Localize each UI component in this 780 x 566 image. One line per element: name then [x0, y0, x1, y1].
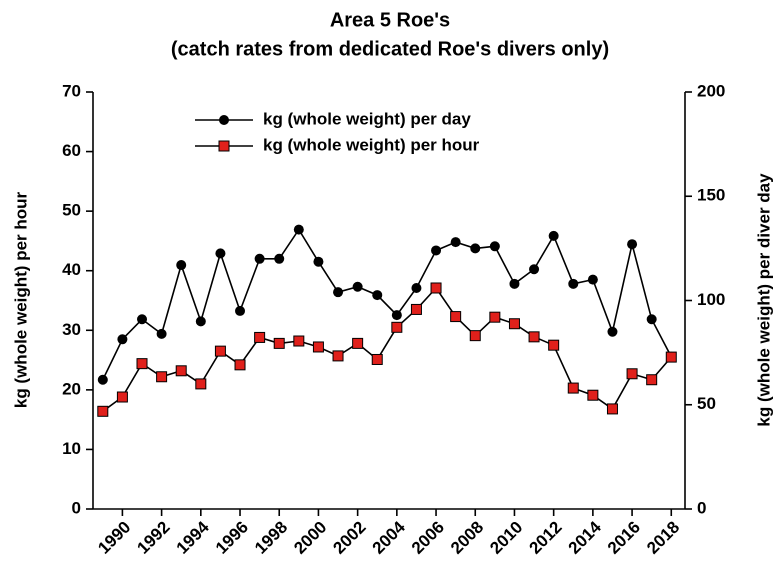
- data-point: [529, 264, 540, 275]
- y-tick-label: 40: [62, 260, 81, 279]
- x-tick-label: 2010: [486, 518, 526, 558]
- data-point: [410, 303, 422, 315]
- y2-tick-label: 150: [697, 186, 725, 205]
- data-point: [175, 365, 187, 377]
- data-point: [97, 405, 109, 417]
- x-tick-label: 2006: [408, 518, 448, 558]
- data-point: [352, 281, 363, 292]
- data-point: [391, 310, 402, 321]
- data-point: [274, 253, 285, 264]
- data-point: [411, 282, 422, 293]
- data-point: [372, 290, 383, 301]
- y-axis-label: kg (whole weight) per hour: [11, 191, 30, 408]
- legend-label: kg (whole weight) per day: [263, 109, 471, 128]
- x-tick-label: 2002: [329, 518, 369, 558]
- data-point: [352, 337, 364, 349]
- x-tick-label: 2012: [525, 518, 565, 558]
- data-point: [176, 260, 187, 271]
- y2-tick-label: 100: [697, 290, 725, 309]
- legend-marker: [218, 140, 230, 152]
- x-tick-label: 2004: [369, 517, 410, 558]
- data-point: [450, 311, 462, 323]
- y2-tick-label: 200: [697, 81, 725, 100]
- y-tick-label: 70: [62, 81, 81, 100]
- data-point: [254, 253, 265, 264]
- chart-title: Area 5 Roe's: [330, 9, 450, 31]
- data-point: [333, 287, 344, 298]
- x-tick-label: 2000: [290, 518, 330, 558]
- data-point: [489, 311, 501, 323]
- y2-axis-label: kg (whole weight) per diver day: [754, 173, 773, 427]
- data-point: [431, 245, 442, 256]
- chart-subtitle: (catch rates from dedicated Roe's divers…: [171, 38, 609, 60]
- data-point: [156, 328, 167, 339]
- x-tick-label: 2016: [604, 518, 644, 558]
- x-tick-label: 2018: [643, 518, 683, 558]
- data-point: [509, 278, 520, 289]
- data-point: [450, 237, 461, 248]
- legend-label: kg (whole weight) per hour: [263, 135, 480, 154]
- data-point: [548, 339, 560, 351]
- data-point: [548, 230, 559, 241]
- data-point: [568, 278, 579, 289]
- data-point: [136, 358, 148, 370]
- x-tick-label: 1994: [173, 517, 214, 558]
- y-tick-label: 0: [72, 498, 81, 517]
- data-point: [97, 374, 108, 385]
- data-point: [508, 318, 520, 330]
- data-point: [646, 314, 657, 325]
- data-point: [215, 248, 226, 259]
- data-point: [627, 239, 638, 250]
- data-point: [391, 321, 403, 333]
- data-point: [665, 351, 677, 363]
- data-point: [567, 382, 579, 394]
- data-point: [137, 314, 148, 325]
- data-point: [116, 391, 128, 403]
- data-point: [156, 371, 168, 383]
- x-tick-label: 2014: [565, 517, 606, 558]
- x-tick-label: 1998: [251, 518, 291, 558]
- x-tick-label: 1992: [133, 518, 173, 558]
- data-point: [214, 345, 226, 357]
- data-point: [293, 335, 305, 347]
- y-tick-label: 20: [62, 379, 81, 398]
- legend-marker: [219, 115, 229, 125]
- data-point: [587, 389, 599, 401]
- series-line: [102, 286, 672, 412]
- data-point: [313, 256, 324, 267]
- data-point: [470, 243, 481, 254]
- y-tick-label: 10: [62, 439, 81, 458]
- data-point: [626, 368, 638, 380]
- data-point: [293, 224, 304, 235]
- data-point: [607, 326, 618, 337]
- data-point: [117, 334, 128, 345]
- data-point: [195, 378, 207, 390]
- x-tick-label: 1990: [94, 518, 134, 558]
- data-point: [273, 337, 285, 349]
- data-point: [489, 241, 500, 252]
- data-point: [235, 305, 246, 316]
- data-point: [332, 350, 344, 362]
- data-point: [646, 374, 658, 386]
- x-tick-label: 2008: [447, 518, 487, 558]
- y-tick-label: 30: [62, 320, 81, 339]
- data-point: [430, 282, 442, 294]
- y2-tick-label: 0: [697, 498, 706, 517]
- y-tick-label: 50: [62, 201, 81, 220]
- data-point: [587, 274, 598, 285]
- y2-tick-label: 50: [697, 394, 716, 413]
- data-point: [606, 403, 618, 415]
- data-point: [528, 331, 540, 343]
- x-tick-label: 1996: [212, 518, 252, 558]
- data-point: [195, 316, 206, 327]
- data-point: [371, 353, 383, 365]
- data-point: [469, 330, 481, 342]
- data-point: [254, 331, 266, 343]
- series-line: [102, 228, 672, 381]
- data-point: [312, 341, 324, 353]
- data-point: [234, 359, 246, 371]
- y-tick-label: 60: [62, 141, 81, 160]
